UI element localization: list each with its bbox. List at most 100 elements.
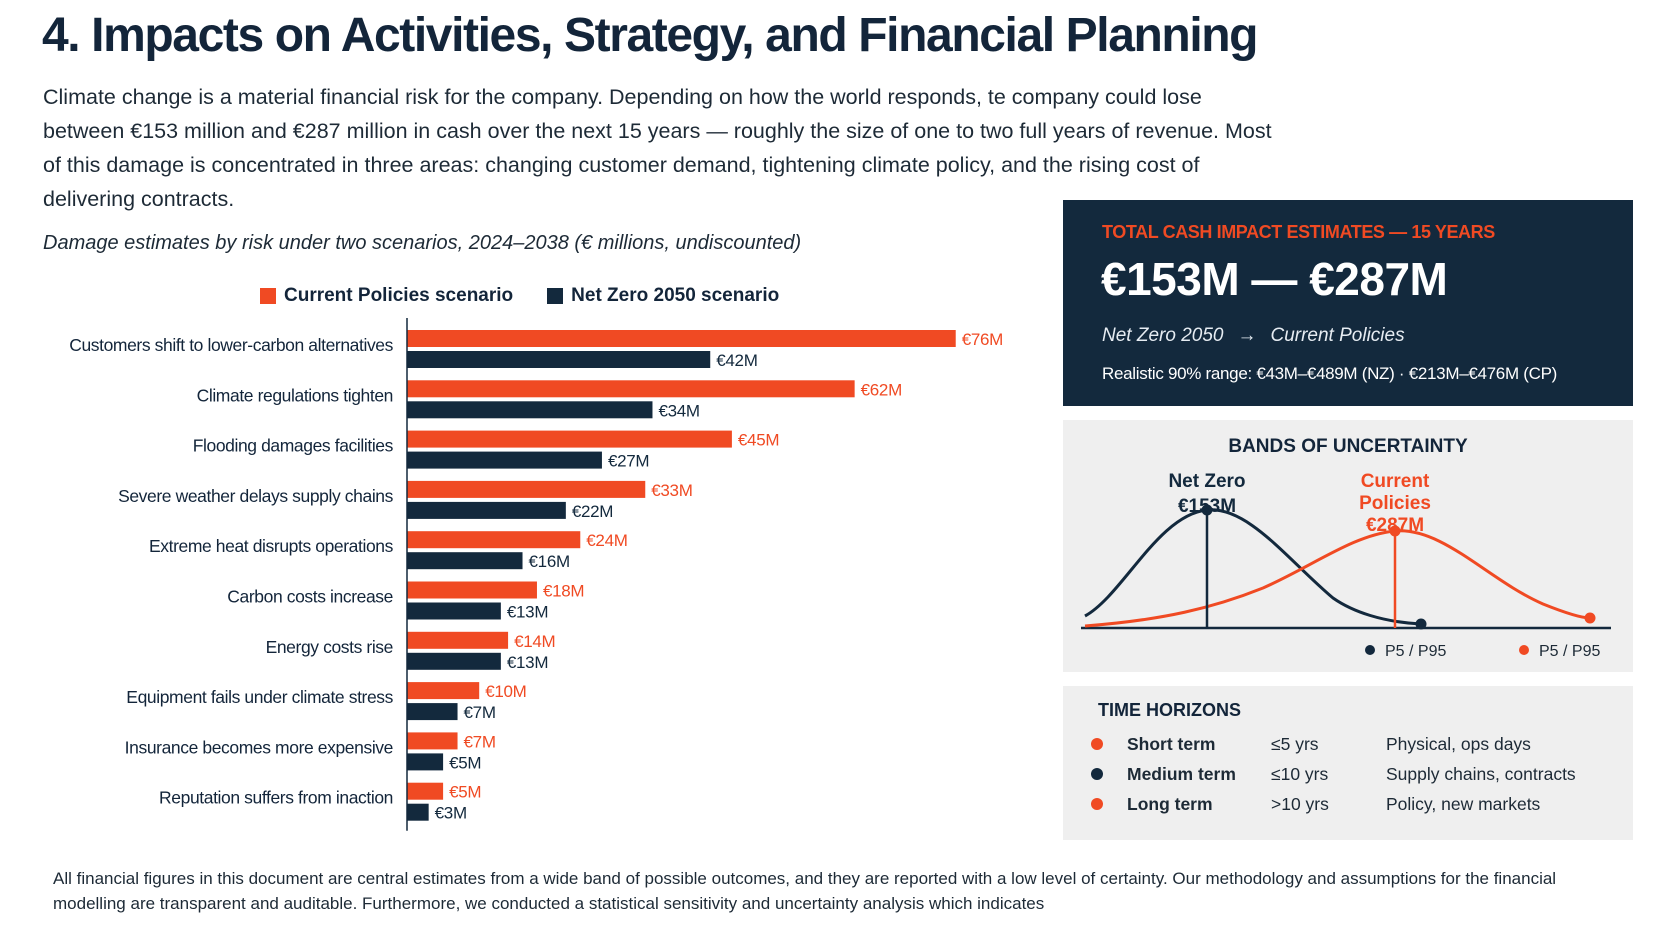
legend-swatch-current-policies: [260, 288, 276, 304]
current-policies-legend-dot: [1519, 645, 1529, 655]
bar-chart: Customers shift to lower-carbon alternat…: [69, 318, 1003, 831]
data-label: €45M: [738, 431, 779, 450]
legend-item-current-policies: Current Policies scenario: [260, 285, 513, 307]
category-label: Insurance becomes more expensive: [125, 737, 393, 757]
data-label: €5M: [449, 783, 481, 802]
scenario-from: Net Zero 2050: [1102, 325, 1224, 346]
bar: [407, 732, 458, 750]
data-label: €42M: [716, 351, 757, 370]
data-label: €5M: [449, 753, 481, 772]
bar: [407, 401, 653, 419]
time-desc: Policy, new markets: [1386, 793, 1541, 814]
time-term: Medium term: [1127, 763, 1236, 784]
bar: [407, 480, 646, 498]
category-label: Extreme heat disrupts operations: [149, 536, 394, 556]
time-row-long: Long term >10 yrs Policy, new markets: [1091, 791, 1540, 817]
current-policies-label-1: Current: [1361, 471, 1430, 492]
category-label: Carbon costs increase: [227, 587, 393, 607]
time-horizon: ≤10 yrs: [1271, 763, 1329, 784]
scenario-to: Current Policies: [1270, 325, 1405, 346]
bar: [407, 330, 956, 347]
data-label: €7M: [464, 732, 496, 751]
bar: [407, 351, 711, 368]
legend-label-net-zero: Net Zero 2050 scenario: [571, 285, 780, 306]
right-arrow-icon: →: [1237, 325, 1257, 346]
footer-note: All financial figures in this document a…: [53, 869, 1557, 913]
time-row-short: Short term ≤5 yrs Physical, ops days: [1091, 731, 1531, 757]
data-label: €34M: [658, 401, 699, 420]
bar: [407, 602, 501, 620]
net-zero-median-dot: [1201, 504, 1213, 516]
bar: [407, 682, 480, 700]
current-policies-median-dot: [1389, 525, 1401, 537]
category-label: Reputation suffers from inaction: [159, 788, 393, 808]
data-label: €3M: [435, 804, 467, 823]
uncertainty-curves: Net Zero €153M Current Policies €287M P5…: [1081, 471, 1611, 660]
bar: [407, 552, 523, 570]
time-horizon: ≤5 yrs: [1271, 733, 1319, 754]
bar: [407, 803, 429, 821]
bar: [407, 631, 509, 649]
short-term-dot: [1091, 738, 1103, 750]
data-label: €22M: [572, 502, 613, 521]
total-card-range: €153M — €287M: [1101, 253, 1448, 305]
bar: [407, 782, 444, 800]
medium-term-dot: [1091, 768, 1103, 780]
net-zero-value: €153M: [1178, 496, 1236, 517]
net-zero-legend-text: P5 / P95: [1385, 643, 1446, 660]
current-policies-legend-text: P5 / P95: [1539, 643, 1600, 660]
data-label: €13M: [507, 603, 548, 622]
current-policies-value: €287M: [1366, 515, 1424, 536]
time-horizon: >10 yrs: [1271, 793, 1329, 814]
category-label: Equipment fails under climate stress: [126, 687, 393, 707]
bar: [407, 753, 444, 771]
bar: [407, 430, 732, 448]
scenario-arrow-row: Net Zero 2050 → Current Policies: [1102, 325, 1405, 347]
realistic-range: Realistic 90% range: €43M–€489M (NZ) · €…: [1102, 364, 1557, 383]
chart-title: Damage estimates by risk under two scena…: [43, 232, 802, 254]
net-zero-label: Net Zero: [1168, 471, 1245, 492]
data-label: €24M: [586, 531, 627, 550]
time-term: Short term: [1127, 733, 1216, 754]
chart-legend: Current Policies scenario Net Zero 2050 …: [260, 285, 779, 307]
time-horizons-card: TIME HORIZONS Short term ≤5 yrs Physical…: [1063, 686, 1633, 840]
data-label: €18M: [543, 582, 584, 601]
category-label: Energy costs rise: [266, 637, 393, 657]
data-label: €13M: [507, 653, 548, 672]
bar: [407, 531, 581, 549]
data-label: €14M: [514, 632, 555, 651]
page-title: 4. Impacts on Activities, Strategy, and …: [42, 9, 1259, 62]
bands-title: BANDS OF UNCERTAINTY: [1228, 436, 1468, 457]
legend-label-current-policies: Current Policies scenario: [284, 285, 514, 306]
data-label: €7M: [464, 703, 496, 722]
bar: [407, 501, 566, 519]
time-term: Long term: [1127, 793, 1213, 814]
current-policies-label-2: Policies: [1359, 493, 1431, 514]
time-desc: Supply chains, contracts: [1386, 763, 1576, 784]
data-label: €16M: [529, 552, 570, 571]
data-label: €76M: [962, 330, 1003, 349]
data-label: €62M: [861, 380, 902, 399]
legend-item-net-zero: Net Zero 2050 scenario: [547, 285, 779, 307]
category-label: Flooding damages facilities: [193, 436, 394, 456]
time-row-medium: Medium term ≤10 yrs Supply chains, contr…: [1091, 761, 1576, 787]
bar: [407, 380, 855, 398]
intro-paragraph: Climate change is a material financial r…: [43, 85, 1272, 211]
legend-swatch-net-zero: [547, 288, 564, 304]
bar: [407, 652, 501, 670]
current-policies-curve: [1084, 529, 1591, 628]
bar: [407, 451, 602, 469]
category-label: Climate regulations tighten: [197, 385, 393, 405]
data-label: €27M: [608, 452, 649, 471]
category-label: Severe weather delays supply chains: [118, 486, 394, 506]
net-zero-legend-dot: [1365, 645, 1375, 655]
data-label: €33M: [651, 481, 692, 500]
category-label: Customers shift to lower-carbon alternat…: [69, 335, 393, 355]
net-zero-p95-dot: [1415, 618, 1427, 630]
data-label: €10M: [485, 682, 526, 701]
long-term-dot: [1091, 798, 1103, 810]
bar: [407, 581, 537, 599]
total-card-kicker: TOTAL CASH IMPACT ESTIMATES — 15 YEARS: [1102, 222, 1495, 242]
total-cash-impact-card: TOTAL CASH IMPACT ESTIMATES — 15 YEARS €…: [1063, 200, 1633, 406]
bands-of-uncertainty-card: BANDS OF UNCERTAINTY Net Zero €153M Curr…: [1063, 420, 1633, 672]
